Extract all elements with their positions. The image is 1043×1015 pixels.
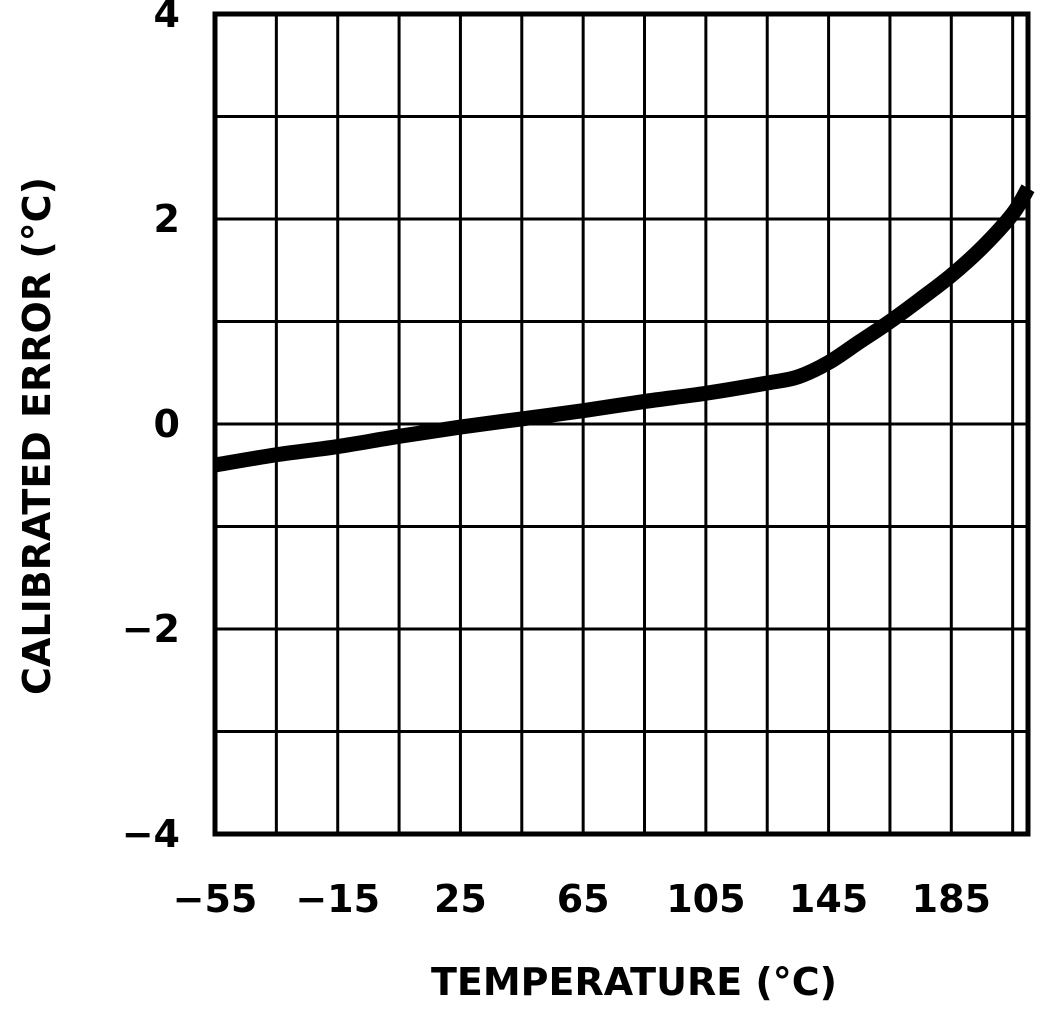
grid	[213, 12, 1030, 836]
y-tick-label: 0	[154, 402, 180, 446]
x-tick-label: −15	[295, 877, 380, 921]
x-tick-label: −55	[173, 877, 258, 921]
y-axis-title: CALIBRATED ERROR (°C)	[15, 177, 59, 695]
x-axis-title: TEMPERATURE (°C)	[431, 960, 837, 1004]
series-layer	[213, 184, 1035, 473]
x-tick-label: 105	[666, 877, 745, 921]
x-tick-label: 145	[789, 877, 868, 921]
y-tick-label: −2	[122, 607, 180, 651]
series-line-calibrated-error	[213, 184, 1035, 473]
plot-frame	[212, 11, 1031, 837]
y-tick-label: 2	[154, 197, 180, 241]
x-tick-label: 25	[434, 877, 487, 921]
x-tick-label: 185	[912, 877, 991, 921]
y-tick-label: 4	[154, 0, 180, 36]
y-tick-labels: −4 −2 0 2 4	[122, 0, 180, 856]
x-tick-label: 65	[557, 877, 610, 921]
y-tick-label: −4	[122, 812, 180, 856]
x-tick-labels: −55 −15 25 65 105 145 185	[173, 877, 991, 921]
